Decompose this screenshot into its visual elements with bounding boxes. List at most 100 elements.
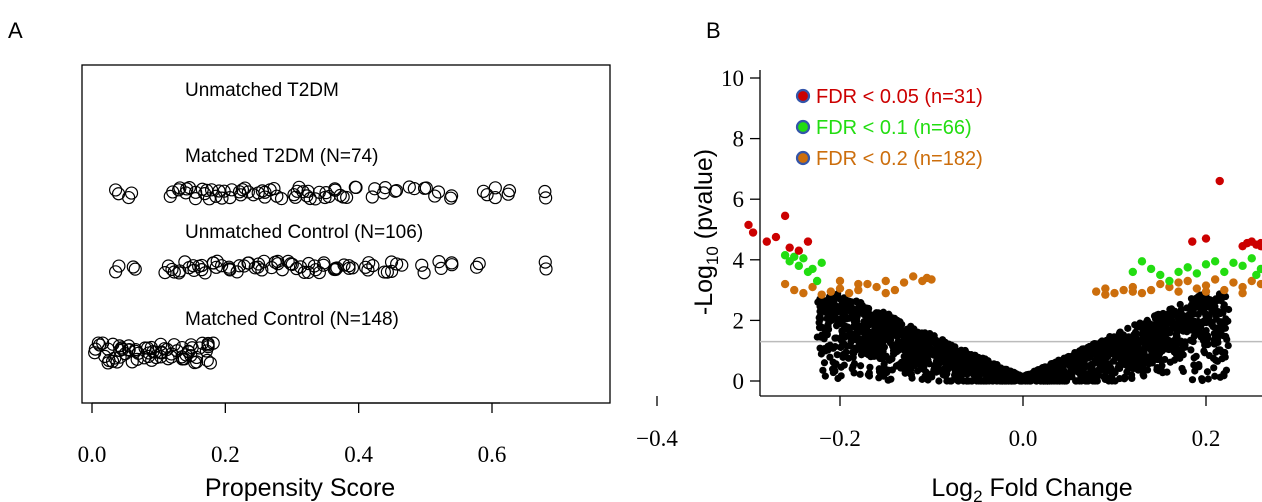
panel-b-legend-marker <box>795 119 811 135</box>
panel-b-background-point <box>980 377 988 385</box>
panel-a-point <box>389 183 404 198</box>
panel-b-x-tick-label: 0.0 <box>1009 426 1038 451</box>
panel-a-point <box>488 181 502 195</box>
panel-a-point <box>333 188 347 202</box>
panel-b-background-point <box>1168 319 1176 328</box>
panel-a-point <box>202 192 216 206</box>
panel-b-background-point <box>1126 340 1135 348</box>
panel-b-background-point <box>1177 309 1185 317</box>
panel-b-point <box>799 254 808 263</box>
panel-b-background-point <box>837 296 845 304</box>
panel-b-legend-label: FDR < 0.05 (n=31) <box>816 86 983 108</box>
panel-b-background-point <box>823 314 831 323</box>
panel-a-point <box>274 192 289 206</box>
panel-b-background-point <box>893 316 901 324</box>
panel-b-background-point <box>892 362 900 370</box>
panel-b-background-point <box>946 377 954 385</box>
panel-a-point <box>309 263 323 277</box>
panel-b-point <box>890 285 900 295</box>
panel-b-point <box>1238 288 1247 298</box>
y-label-base: -Log <box>690 265 718 315</box>
panel-b-background-point <box>1175 324 1184 333</box>
panel-b-point <box>794 261 804 271</box>
panel-b-background-point <box>1022 371 1030 379</box>
panel-b-background-point <box>819 366 827 374</box>
panel-b-background-point <box>907 370 915 378</box>
panel-a-point <box>124 186 139 200</box>
panel-a-x-axis-label: Propensity Score <box>205 474 395 502</box>
panel-a-group-label: Matched T2DM (N=74) <box>185 146 378 167</box>
panel-b-point <box>780 211 790 221</box>
panel-b-point <box>812 276 822 286</box>
panel-b-y-tick-label: 0 <box>733 369 745 394</box>
panel-b-background-point <box>1187 295 1196 303</box>
panel-b-point <box>1242 238 1252 248</box>
panel-b-background-point <box>1140 323 1148 332</box>
panel-b-background-point <box>1094 346 1102 354</box>
panel-b-point <box>854 285 863 295</box>
panel-a-point <box>158 266 172 280</box>
panel-b-background-point <box>1087 360 1095 369</box>
panel-b-background-point <box>837 372 845 380</box>
panel-b-background-point <box>1167 310 1175 318</box>
panel-b-background-point <box>1192 352 1200 360</box>
panel-a-point <box>428 189 442 203</box>
panel-b-point <box>1247 254 1256 263</box>
panel-b-background-point <box>1082 377 1090 385</box>
panel-b-background-point <box>1124 324 1132 332</box>
panel-a-point <box>109 265 123 279</box>
panel-a-x-tick-label: 0.4 <box>344 442 373 467</box>
x-label-rest: Fold Change <box>983 474 1133 502</box>
panel-b-point <box>1092 287 1101 296</box>
panel-b-point <box>927 275 936 284</box>
panel-b-background-point <box>1027 377 1035 385</box>
panel-a-point <box>296 185 310 199</box>
panel-b-background-point <box>856 370 864 378</box>
panel-b-background-point <box>1123 368 1131 376</box>
panel-b-background-point <box>828 343 837 352</box>
panel-b-background-point <box>864 350 872 358</box>
panel-b-background-point <box>1179 367 1187 376</box>
panel-a-point <box>126 260 140 274</box>
panel-b-background-point <box>1205 351 1213 360</box>
panel-b-background-point <box>916 353 924 361</box>
panel-b-point <box>1201 287 1211 296</box>
panel-b-background-point <box>1109 357 1118 365</box>
panel-b-background-point <box>1047 377 1055 385</box>
panel-b-background-point <box>891 341 900 349</box>
panel-a-point <box>167 338 181 352</box>
panel-a-point <box>303 191 317 206</box>
panel-b-background-point <box>1152 350 1160 358</box>
panel-b-background-point <box>966 352 974 361</box>
panel-b-background-point <box>1060 377 1069 385</box>
panel-a-point <box>201 340 215 354</box>
panel-b-background-point <box>1190 323 1198 331</box>
panel-b-background-point <box>839 350 847 359</box>
panel-a-point <box>172 183 186 197</box>
panel-a-point <box>395 258 409 272</box>
panel-b-point <box>826 287 836 296</box>
panel-b-background-point <box>1211 372 1219 380</box>
panel-b-background-point <box>856 362 865 370</box>
panel-b-point <box>863 279 872 289</box>
panel-b-background-point <box>1001 365 1009 374</box>
panel-b-point <box>1238 282 1247 292</box>
panel-b-background-point <box>824 300 832 308</box>
panel-a-point <box>122 190 136 205</box>
panel-b-background-point <box>862 324 870 333</box>
panel-b-point <box>854 279 863 289</box>
panel-b-legend-marker <box>795 150 811 166</box>
panel-b-background-point <box>1111 377 1119 385</box>
panel-a-point <box>432 255 446 269</box>
panel-a-point <box>232 259 247 273</box>
panel-b-point <box>1174 267 1183 277</box>
panel-b-background-point <box>850 305 858 314</box>
panel-a-point <box>210 254 224 268</box>
panel-b-background-point <box>881 321 890 330</box>
panel-b-point <box>1188 237 1197 246</box>
panel-b-background-point <box>865 369 873 377</box>
panel-a-point <box>198 266 212 280</box>
panel-b-background-point <box>1147 345 1155 354</box>
panel-b-point <box>1256 241 1262 251</box>
panel-b-background-point <box>820 359 829 367</box>
